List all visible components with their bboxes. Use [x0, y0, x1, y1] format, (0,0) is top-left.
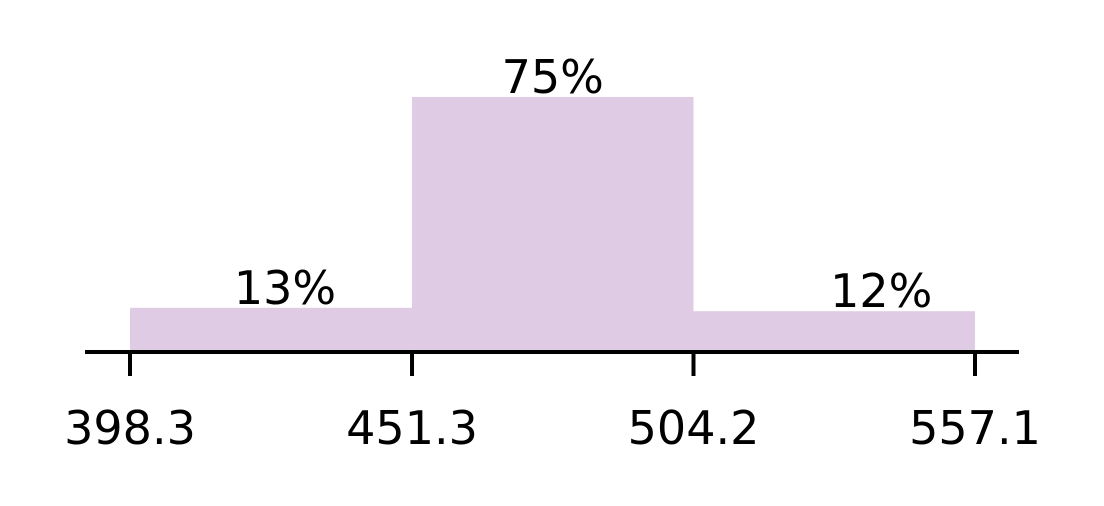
bar-labels-group: 13% 75% 12% — [234, 50, 932, 318]
x-tick-label: 504.2 — [628, 401, 760, 455]
bars-group — [130, 97, 975, 352]
x-tick-labels-group: 398.3 451.3 504.2 557.1 — [64, 401, 1041, 455]
bar-value-label: 12% — [830, 264, 932, 318]
x-tick-label: 451.3 — [346, 401, 478, 455]
x-ticks-group — [128, 352, 977, 376]
histogram-bar — [412, 97, 694, 352]
x-tick-label: 557.1 — [909, 401, 1041, 455]
histogram-bar — [693, 311, 975, 352]
bar-value-label: 75% — [502, 50, 604, 104]
x-tick-label: 398.3 — [64, 401, 196, 455]
bar-value-label: 13% — [234, 261, 336, 315]
histogram-bar — [130, 307, 413, 352]
